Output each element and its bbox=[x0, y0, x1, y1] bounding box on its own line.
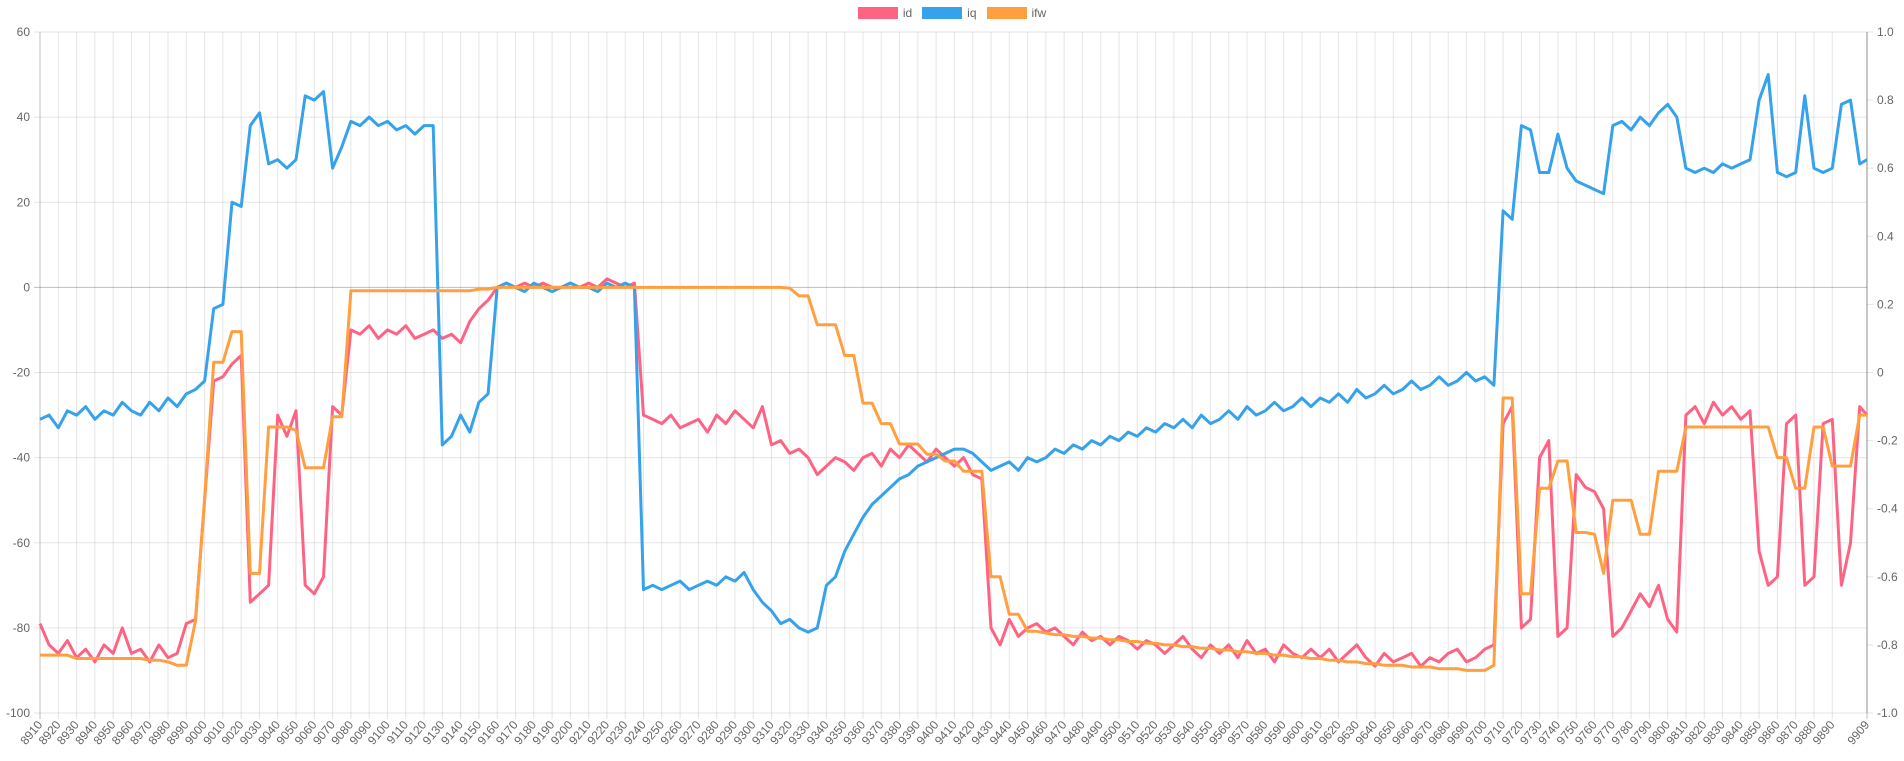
y-right-tick-label: 0.2 bbox=[1877, 297, 1894, 311]
legend-label-id: id bbox=[902, 6, 913, 20]
y-left-tick-label: -100 bbox=[6, 706, 30, 720]
x-axis: 8910892089308940895089608970898089909000… bbox=[17, 718, 1872, 748]
y-left-tick-label: 60 bbox=[17, 25, 31, 39]
y-left-tick-label: -80 bbox=[13, 621, 31, 635]
legend-swatch-iq bbox=[922, 7, 963, 19]
y-right-tick-label: -0.2 bbox=[1877, 434, 1898, 448]
y-left-tick-label: -60 bbox=[13, 536, 31, 550]
y-right-tick-label: 0 bbox=[1877, 366, 1884, 380]
y-left-tick-label: -40 bbox=[13, 451, 31, 465]
y-left-tick-label: 40 bbox=[17, 110, 31, 124]
series-lines bbox=[38, 73, 1869, 672]
y-left-tick-label: 0 bbox=[23, 280, 30, 294]
legend-swatch-ifw bbox=[986, 7, 1027, 19]
legend-label-iq: iq bbox=[967, 6, 977, 20]
y-left-tick-label: 20 bbox=[17, 195, 31, 209]
y-axis-right: 1.0 0.8 0.6 0.4 0.2 0 -0.2 -0.4 -0.6 -0.8 -1.0 bbox=[1867, 25, 1898, 720]
legend-item-id[interactable]: id bbox=[857, 6, 913, 20]
legend-swatch-id bbox=[857, 7, 898, 19]
x-tick-label: 9890 bbox=[1810, 718, 1838, 748]
y-right-tick-label: 1.0 bbox=[1877, 25, 1894, 39]
y-right-tick-label: -0.6 bbox=[1877, 570, 1898, 584]
y-right-tick-label: -0.8 bbox=[1877, 638, 1898, 652]
legend-label-ifw: ifw bbox=[1031, 6, 1047, 20]
y-right-tick-label: -0.4 bbox=[1877, 502, 1898, 516]
chart-legend: id iq ifw bbox=[0, 6, 1904, 20]
y-right-tick-label: 0.8 bbox=[1877, 93, 1894, 107]
legend-item-ifw[interactable]: ifw bbox=[986, 6, 1047, 20]
legend-item-iq[interactable]: iq bbox=[922, 6, 977, 20]
series-line-ifw bbox=[40, 285, 1867, 672]
grid bbox=[34, 31, 1868, 719]
y-right-tick-label: 0.6 bbox=[1877, 161, 1894, 175]
y-right-tick-label: -1.0 bbox=[1877, 706, 1898, 720]
y-axis-left: 60 40 20 0 -20 -40 -60 -80 -100 bbox=[6, 25, 30, 720]
y-right-tick-label: 0.4 bbox=[1877, 229, 1894, 243]
y-left-tick-label: -20 bbox=[13, 366, 31, 380]
series-line-iq bbox=[39, 73, 1868, 634]
x-tick-label: 9909 bbox=[1844, 718, 1872, 748]
